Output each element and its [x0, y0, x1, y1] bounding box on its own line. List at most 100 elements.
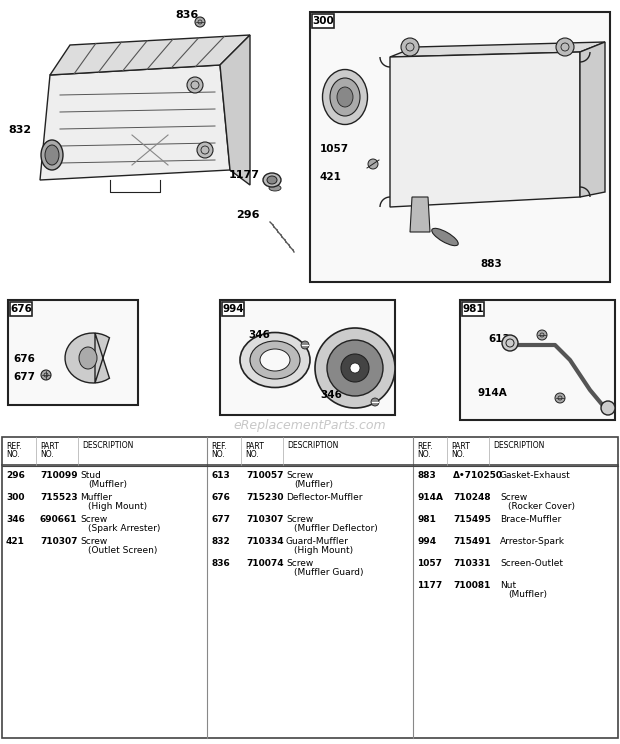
Text: 677: 677: [13, 372, 35, 382]
Ellipse shape: [267, 176, 277, 184]
Text: 715523: 715523: [40, 493, 78, 502]
Ellipse shape: [337, 87, 353, 107]
Text: (Muffler): (Muffler): [294, 480, 333, 489]
FancyBboxPatch shape: [10, 302, 32, 316]
Ellipse shape: [79, 347, 97, 369]
Text: Nut: Nut: [500, 581, 516, 590]
Bar: [8, 300, 138, 405]
Text: (Muffler Guard): (Muffler Guard): [294, 568, 363, 577]
Text: (High Mount): (High Mount): [294, 546, 353, 555]
Circle shape: [187, 77, 203, 93]
Text: 676: 676: [13, 354, 35, 364]
Text: REF.: REF.: [417, 442, 433, 451]
Text: 296: 296: [6, 471, 25, 480]
Text: 710099: 710099: [40, 471, 78, 480]
Text: 346: 346: [248, 330, 270, 340]
Text: (Muffler): (Muffler): [88, 480, 127, 489]
Ellipse shape: [240, 333, 310, 388]
Circle shape: [401, 38, 419, 56]
Text: 981: 981: [462, 304, 484, 314]
Text: 710081: 710081: [453, 581, 490, 590]
Text: 710057: 710057: [246, 471, 283, 480]
Text: NO.: NO.: [6, 450, 20, 459]
Text: Screw: Screw: [80, 515, 107, 524]
Text: 300: 300: [312, 16, 334, 26]
Text: 677: 677: [212, 515, 231, 524]
Text: DESCRIPTION: DESCRIPTION: [82, 441, 133, 451]
Bar: [310, 12, 610, 282]
Circle shape: [327, 340, 383, 396]
Text: Guard-Muffler: Guard-Muffler: [286, 537, 349, 546]
Text: 710307: 710307: [246, 515, 283, 524]
Text: 883: 883: [480, 259, 502, 269]
Text: 1177: 1177: [229, 170, 260, 180]
Text: 676: 676: [212, 493, 231, 502]
Circle shape: [502, 335, 518, 351]
Polygon shape: [40, 65, 230, 180]
Circle shape: [341, 354, 369, 382]
Text: 690661: 690661: [40, 515, 78, 524]
Circle shape: [197, 142, 213, 158]
Text: 296: 296: [236, 210, 260, 220]
Text: (Muffler Deflector): (Muffler Deflector): [294, 524, 378, 533]
Ellipse shape: [45, 145, 59, 165]
Polygon shape: [65, 333, 110, 383]
Text: NO.: NO.: [40, 450, 54, 459]
FancyBboxPatch shape: [222, 302, 244, 316]
Text: PART: PART: [40, 442, 59, 451]
Circle shape: [601, 401, 615, 415]
Text: (Spark Arrester): (Spark Arrester): [88, 524, 161, 533]
Ellipse shape: [41, 140, 63, 170]
Circle shape: [195, 17, 205, 27]
Polygon shape: [410, 197, 430, 232]
Text: 300: 300: [6, 493, 25, 502]
Text: 421: 421: [6, 537, 25, 546]
Text: Deflector-Muffler: Deflector-Muffler: [286, 493, 363, 502]
Text: 1177: 1177: [417, 581, 442, 590]
Text: Screw: Screw: [80, 537, 107, 546]
Polygon shape: [390, 42, 605, 57]
Circle shape: [301, 341, 309, 349]
Text: 613: 613: [488, 334, 510, 344]
FancyBboxPatch shape: [462, 302, 484, 316]
Text: 613: 613: [212, 471, 231, 480]
Text: 914A: 914A: [417, 493, 443, 502]
Text: 715230: 715230: [246, 493, 283, 502]
Text: 676: 676: [10, 304, 32, 314]
Text: DESCRIPTION: DESCRIPTION: [287, 441, 339, 451]
Text: DESCRIPTION: DESCRIPTION: [493, 441, 544, 451]
Text: (Outlet Screen): (Outlet Screen): [88, 546, 157, 555]
Text: 346: 346: [6, 515, 25, 524]
Text: 421: 421: [320, 172, 342, 182]
Text: Brace-Muffler: Brace-Muffler: [500, 515, 561, 524]
Ellipse shape: [260, 349, 290, 371]
Text: 914A: 914A: [478, 388, 508, 398]
Text: Screen-Outlet: Screen-Outlet: [500, 559, 563, 568]
Text: eReplacementParts.com: eReplacementParts.com: [234, 418, 386, 432]
Text: (Muffler): (Muffler): [508, 590, 547, 599]
Circle shape: [371, 398, 379, 406]
Text: 1057: 1057: [417, 559, 442, 568]
Text: 832: 832: [8, 125, 31, 135]
Text: Screw: Screw: [286, 559, 313, 568]
Text: Arrestor-Spark: Arrestor-Spark: [500, 537, 565, 546]
Circle shape: [350, 363, 360, 373]
Ellipse shape: [330, 78, 360, 116]
Polygon shape: [390, 52, 580, 207]
Text: 994: 994: [222, 304, 244, 314]
Polygon shape: [220, 35, 250, 185]
Text: 346: 346: [320, 390, 342, 400]
Text: NO.: NO.: [245, 450, 259, 459]
Text: 836: 836: [212, 559, 231, 568]
Ellipse shape: [269, 185, 281, 191]
Ellipse shape: [432, 228, 458, 246]
Text: Gasket-Exhaust: Gasket-Exhaust: [500, 471, 571, 480]
Text: 715491: 715491: [453, 537, 491, 546]
Text: 710331: 710331: [453, 559, 490, 568]
Text: 710334: 710334: [246, 537, 283, 546]
Text: 710307: 710307: [40, 537, 78, 546]
Text: 883: 883: [417, 471, 436, 480]
Circle shape: [368, 159, 378, 169]
Text: 836: 836: [175, 10, 198, 20]
Circle shape: [556, 38, 574, 56]
